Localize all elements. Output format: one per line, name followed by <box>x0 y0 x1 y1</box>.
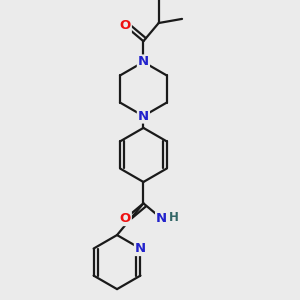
Text: H: H <box>169 211 179 224</box>
Text: N: N <box>156 212 167 225</box>
Text: O: O <box>120 20 131 32</box>
Text: N: N <box>138 56 149 68</box>
Text: O: O <box>120 212 131 225</box>
Text: N: N <box>135 242 146 255</box>
Text: N: N <box>138 110 149 122</box>
